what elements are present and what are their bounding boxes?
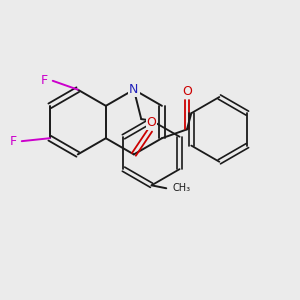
Text: O: O	[147, 116, 157, 129]
Text: N: N	[129, 83, 139, 96]
Text: CH₃: CH₃	[173, 183, 191, 193]
Text: O: O	[182, 85, 192, 98]
Text: F: F	[10, 135, 17, 148]
Text: F: F	[41, 74, 48, 87]
